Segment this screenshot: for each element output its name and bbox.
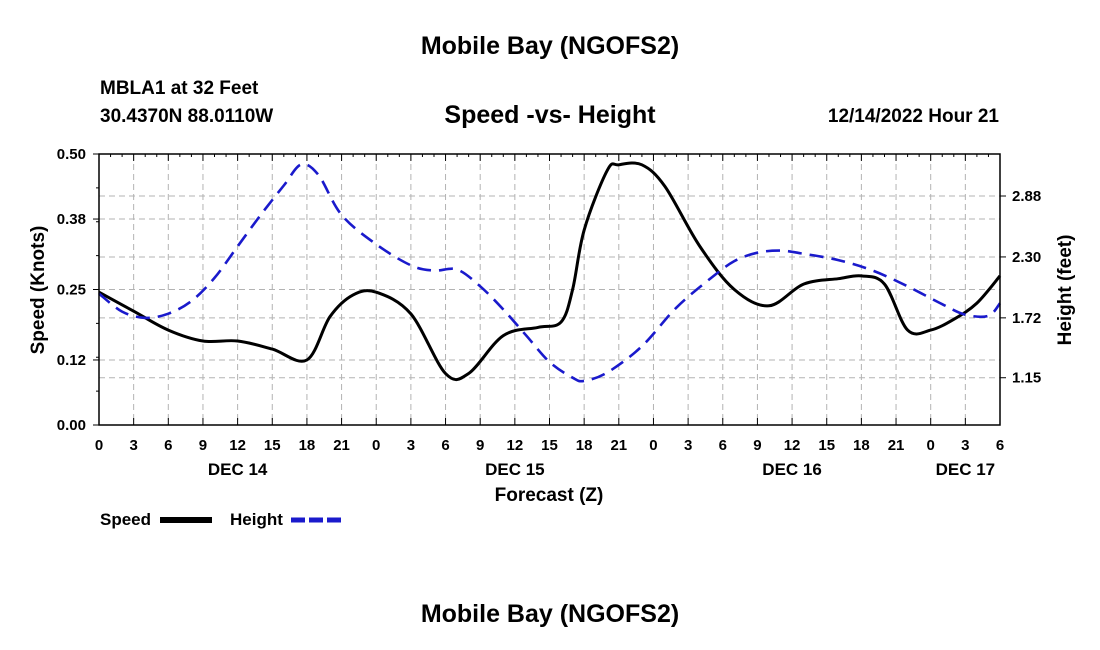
x-tick-label: 6 xyxy=(996,437,1004,454)
series-line-speed xyxy=(98,161,1002,382)
x-tick-label: 9 xyxy=(199,437,207,454)
chart-title: Mobile Bay (NGOFS2) xyxy=(420,32,680,60)
y2-tick-label: 2.88 xyxy=(1012,188,1041,205)
station-label: MBLA1 at 32 Feet xyxy=(100,78,259,99)
x-tick-label: 18 xyxy=(853,437,870,454)
x-tick-label: 21 xyxy=(888,437,905,454)
date-label: DEC 17 xyxy=(936,460,996,479)
x-tick-label: 3 xyxy=(961,437,969,454)
y-tick-label: 0.50 xyxy=(57,146,86,163)
x-tick-label: 6 xyxy=(719,437,727,454)
x-tick-label: 9 xyxy=(753,437,761,454)
y2-tick-label: 2.30 xyxy=(1012,249,1041,266)
y-tick-label: 0.12 xyxy=(57,352,86,369)
y-tick-label: 0.38 xyxy=(57,211,86,228)
y2-tick-label: 1.15 xyxy=(1012,370,1041,387)
x-tick-label: 12 xyxy=(784,437,801,454)
y-tick-label: 0.00 xyxy=(57,417,86,434)
x-tick-label: 3 xyxy=(684,437,692,454)
x-tick-label: 18 xyxy=(576,437,593,454)
x-tick-label: 15 xyxy=(818,437,835,454)
legend-label-speed: Speed xyxy=(100,510,151,529)
series-line-height xyxy=(98,162,1002,383)
series-layer xyxy=(98,161,1002,383)
grid-lines xyxy=(99,154,1000,425)
date-label: DEC 14 xyxy=(208,460,268,479)
y2-axis-label: Height (feet) xyxy=(1055,235,1076,346)
x-tick-label: 6 xyxy=(441,437,449,454)
legend: Speed Height xyxy=(100,510,342,529)
x-tick-label: 0 xyxy=(372,437,380,454)
x-tick-label: 6 xyxy=(164,437,172,454)
x-tick-label: 15 xyxy=(541,437,558,454)
date-label: DEC 15 xyxy=(485,460,545,479)
x-tick-label: 21 xyxy=(333,437,350,454)
footer-title: Mobile Bay (NGOFS2) xyxy=(420,600,680,628)
x-tick-label: 21 xyxy=(610,437,627,454)
x-tick-label: 12 xyxy=(229,437,246,454)
x-axis-label: Forecast (Z) xyxy=(495,485,604,506)
x-tick-label: 3 xyxy=(129,437,137,454)
x-tick-label: 9 xyxy=(476,437,484,454)
x-tick-label: 0 xyxy=(95,437,103,454)
y-tick-label: 0.25 xyxy=(57,282,86,299)
x-tick-label: 3 xyxy=(407,437,415,454)
date-label: DEC 16 xyxy=(762,460,822,479)
y-axis-label: Speed (Knots) xyxy=(28,226,49,355)
station-coordinates: 30.4370N 88.0110W xyxy=(100,106,274,127)
x-tick-label: 0 xyxy=(927,437,935,454)
x-tick-label: 15 xyxy=(264,437,281,454)
x-tick-label: 0 xyxy=(649,437,657,454)
chart-subtitle: Speed -vs- Height xyxy=(444,101,656,129)
y2-tick-label: 1.72 xyxy=(1012,310,1041,327)
x-tick-label: 12 xyxy=(507,437,524,454)
x-tick-label: 18 xyxy=(299,437,316,454)
legend-label-height: Height xyxy=(230,510,283,529)
axes: 0 3 6 9 12 15 18 21 0 3 6 9 12 15 18 21 0 3 6 9 12 15 18 21 0 3 6D… xyxy=(57,146,1041,479)
forecast-datetime: 12/14/2022 Hour 21 xyxy=(827,106,999,127)
